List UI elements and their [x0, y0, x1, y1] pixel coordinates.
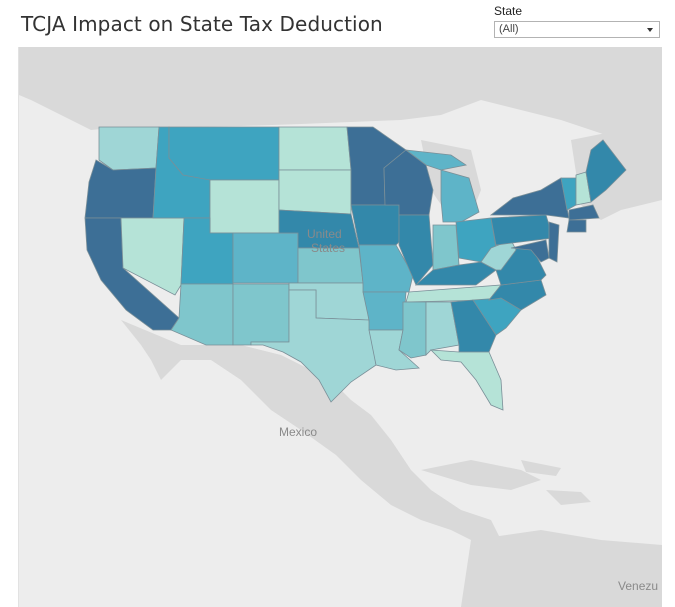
state-alabama[interactable] — [425, 301, 460, 356]
state-south-dakota[interactable] — [278, 169, 352, 215]
chevron-down-icon[interactable] — [647, 28, 653, 32]
state-maine[interactable] — [585, 139, 627, 203]
state-wyoming[interactable] — [209, 179, 280, 234]
state-filter-label: State — [494, 4, 523, 18]
label-states: States — [311, 241, 345, 255]
state-north-dakota[interactable] — [278, 126, 352, 171]
state-new-jersey[interactable] — [548, 221, 560, 263]
state-massachusetts[interactable] — [568, 204, 600, 221]
state-michigan-upper[interactable] — [404, 149, 468, 171]
label-mexico: Mexico — [279, 425, 317, 439]
dashboard-title: TCJA Impact on State Tax Deduction — [21, 12, 383, 36]
state-montana[interactable] — [168, 126, 280, 181]
state-arizona[interactable] — [170, 283, 234, 346]
state-new-york[interactable] — [489, 177, 570, 219]
state-iowa[interactable] — [350, 204, 407, 246]
state-washington[interactable] — [98, 126, 160, 171]
state-shapes[interactable] — [84, 126, 627, 411]
state-connecticut[interactable] — [566, 219, 587, 233]
state-filter-dropdown[interactable]: (All) — [494, 21, 660, 38]
choropleth-map[interactable]: United States Mexico Venezu — [18, 47, 662, 607]
state-arkansas[interactable] — [362, 291, 407, 331]
label-united: United — [307, 227, 342, 241]
state-florida[interactable] — [429, 349, 504, 411]
state-texas[interactable] — [250, 289, 377, 403]
state-maryland[interactable] — [510, 239, 550, 263]
basemap-land — [19, 47, 662, 607]
state-indiana[interactable] — [432, 224, 460, 271]
map-svg[interactable]: United States Mexico Venezu — [19, 47, 662, 607]
state-colorado[interactable] — [232, 232, 299, 284]
label-venezuela: Venezu — [618, 579, 658, 593]
state-filter-value: (All) — [499, 23, 519, 35]
state-mississippi[interactable] — [398, 301, 427, 359]
state-new-mexico[interactable] — [232, 283, 290, 346]
state-filter: State (All) — [494, 4, 660, 38]
